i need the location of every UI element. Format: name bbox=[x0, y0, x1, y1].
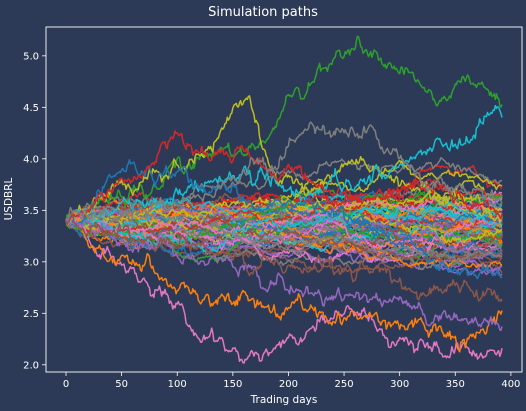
x-tick-label: 350 bbox=[446, 379, 465, 390]
simulation-path-85 bbox=[65, 212, 503, 262]
simulation-path-80 bbox=[65, 196, 503, 231]
simulation-path-87 bbox=[65, 208, 503, 263]
x-axis-label: Trading days bbox=[250, 394, 318, 406]
chart-title: Simulation paths bbox=[208, 5, 318, 20]
simulation-path-92 bbox=[65, 214, 503, 364]
y-tick-label: 3.0 bbox=[23, 257, 39, 268]
y-tick-label: 3.5 bbox=[23, 206, 39, 217]
x-tick-label: 100 bbox=[168, 379, 187, 390]
simulation-path-99 bbox=[65, 213, 503, 303]
x-tick-label: 400 bbox=[501, 379, 520, 390]
y-axis-ticks: 2.0 2.5 3.0 3.5 4.0 4.5 5.0 bbox=[23, 51, 46, 371]
y-tick-label: 5.0 bbox=[23, 51, 39, 62]
y-tick-label: 4.5 bbox=[23, 103, 39, 114]
x-axis-ticks: 0 50 100 150 200 250 300 350 400 bbox=[63, 372, 520, 390]
y-axis-label: USDBRL bbox=[3, 177, 15, 220]
simulation-path-93 bbox=[65, 104, 503, 225]
x-tick-label: 0 bbox=[63, 379, 69, 390]
simulation-paths bbox=[65, 35, 503, 364]
x-tick-label: 300 bbox=[390, 379, 409, 390]
x-tick-label: 150 bbox=[223, 379, 242, 390]
y-tick-label: 2.5 bbox=[23, 309, 39, 320]
simulation-path-97 bbox=[65, 121, 503, 223]
x-tick-label: 250 bbox=[335, 379, 354, 390]
simulation-path-91 bbox=[65, 95, 503, 224]
simulation-path-89 bbox=[65, 201, 503, 254]
x-tick-label: 50 bbox=[115, 379, 128, 390]
y-tick-label: 4.0 bbox=[23, 154, 39, 165]
x-tick-label: 200 bbox=[279, 379, 298, 390]
simulation-path-96 bbox=[65, 130, 503, 221]
simulation-path-94 bbox=[65, 211, 503, 353]
simulation-path-98 bbox=[65, 218, 503, 332]
y-tick-label: 2.0 bbox=[23, 360, 39, 371]
simulation-path-86 bbox=[65, 195, 503, 235]
